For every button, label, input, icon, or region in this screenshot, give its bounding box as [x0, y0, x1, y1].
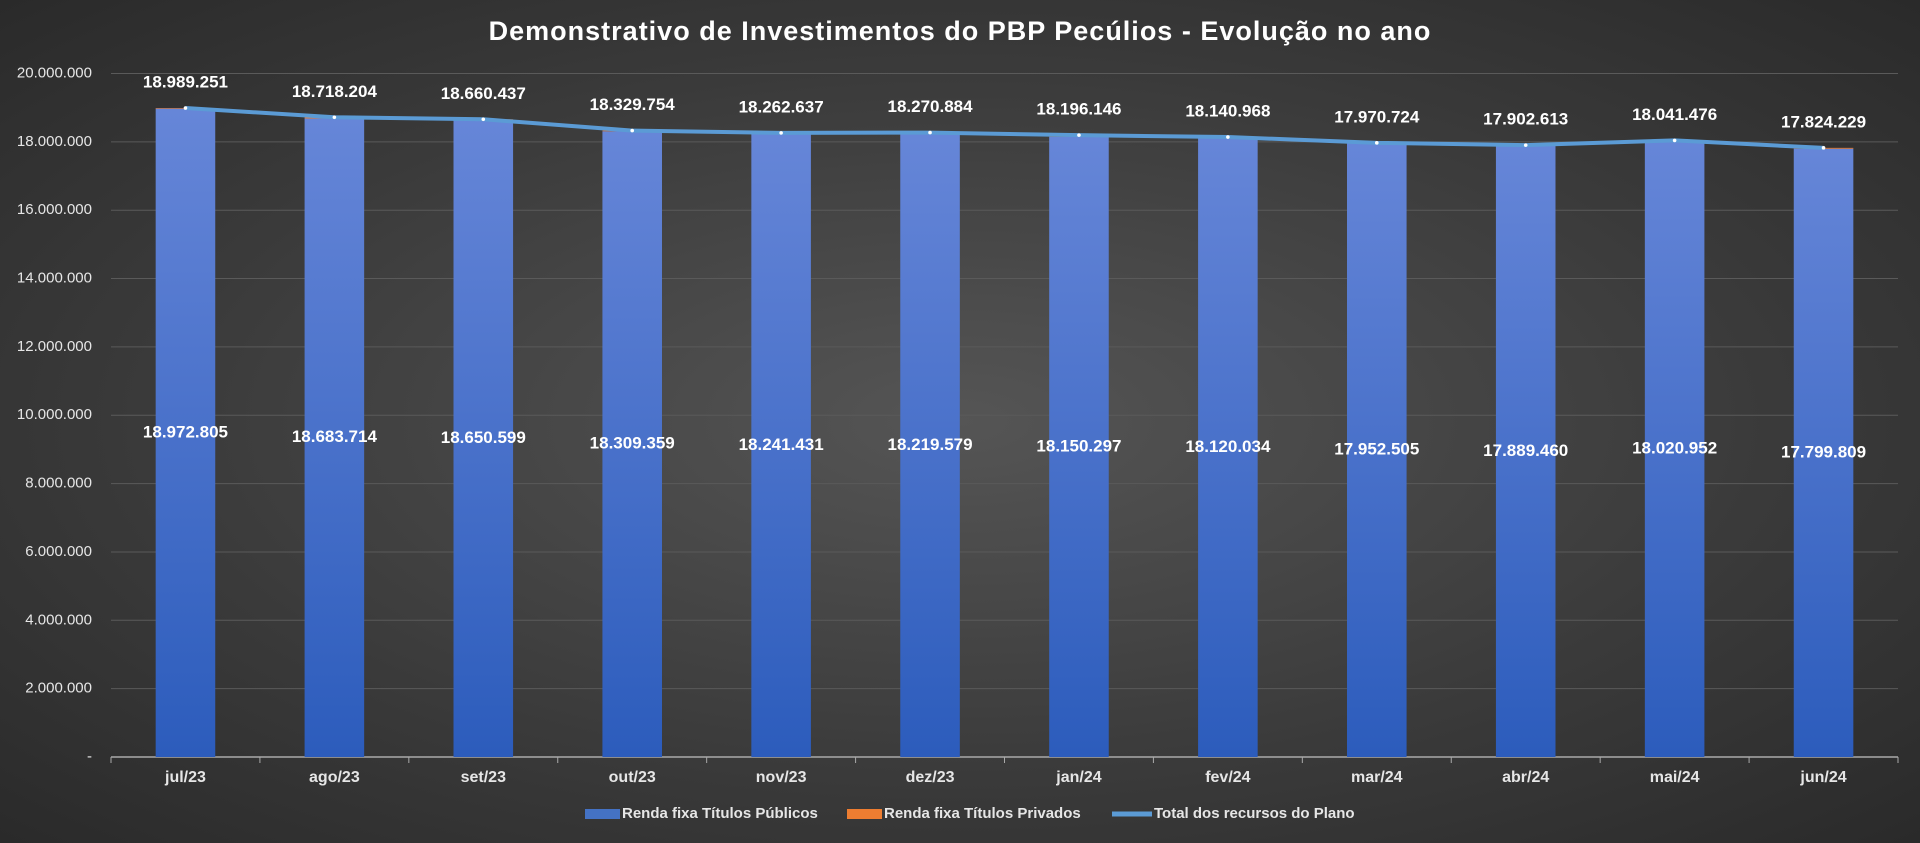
bar: [1198, 137, 1258, 758]
line-marker: [928, 130, 932, 135]
line-marker: [1672, 138, 1677, 143]
line-marker: [1077, 133, 1081, 137]
line-value-label: 18.329.754: [590, 95, 676, 114]
y-tick-label: 18.000.000: [17, 133, 92, 150]
line-marker: [1523, 143, 1528, 147]
bar: [304, 118, 365, 758]
y-tick-label: 20.000.000: [17, 64, 92, 81]
bar: [1049, 136, 1109, 757]
legend-swatch: [847, 809, 882, 819]
line-value-label: 17.970.724: [1334, 107, 1420, 126]
line-marker: [183, 106, 188, 110]
legend-label: Total dos recursos do Plano: [1154, 805, 1355, 822]
bar: [1495, 145, 1556, 758]
bar: [453, 119, 514, 757]
x-tick-label: fev/24: [1205, 769, 1250, 786]
x-tick-label: mar/24: [1351, 769, 1403, 786]
line-marker: [481, 117, 486, 122]
x-tick-label: jun/24: [1799, 769, 1846, 786]
y-tick-label: 2.000.000: [25, 680, 92, 697]
bar-value-label: 18.150.297: [1036, 436, 1121, 455]
x-tick-label: ago/23: [309, 769, 360, 786]
bar: [155, 108, 216, 758]
y-tick-label: 14.000.000: [17, 270, 92, 287]
x-tick-label: abr/24: [1502, 769, 1549, 786]
line-value-label: 18.196.146: [1036, 100, 1121, 119]
y-tick-label: 16.000.000: [17, 201, 92, 218]
line-marker: [779, 131, 783, 135]
line-value-label: 18.041.476: [1632, 105, 1717, 124]
chart-title: Demonstrativo de Investimentos do PBP Pe…: [489, 16, 1432, 46]
y-tick-label: 6.000.000: [25, 543, 92, 560]
line-marker: [1821, 146, 1826, 150]
line-marker: [332, 115, 337, 120]
y-tick-label: 10.000.000: [17, 406, 92, 423]
x-tick-label: set/23: [461, 769, 506, 786]
x-tick-label: jan/24: [1055, 769, 1101, 786]
bar-value-label: 18.650.599: [441, 428, 526, 447]
x-tick-label: jul/23: [164, 769, 206, 786]
y-tick-label: 8.000.000: [25, 475, 92, 492]
x-tick-label: out/23: [609, 769, 656, 786]
line-value-label: 17.824.229: [1781, 112, 1866, 131]
x-tick-label: nov/23: [756, 769, 807, 786]
line-marker: [1226, 135, 1230, 139]
bar: [1644, 141, 1705, 757]
line-marker: [630, 128, 635, 133]
line-value-label: 18.718.204: [292, 82, 378, 101]
bar-value-label: 18.309.359: [590, 434, 675, 453]
bar-value-label: 17.889.460: [1483, 441, 1568, 460]
y-tick-label: 4.000.000: [25, 611, 92, 628]
line-marker: [1374, 141, 1379, 145]
bar-value-label: 18.120.034: [1185, 437, 1271, 456]
bar-value-label: 18.241.431: [739, 435, 824, 454]
line-value-label: 18.660.437: [441, 84, 526, 103]
bar-value-label: 18.972.805: [143, 422, 228, 441]
legend-label: Renda fixa Títulos Públicos: [622, 805, 818, 822]
line: [185, 106, 1824, 150]
x-tick-label: mai/24: [1650, 769, 1700, 786]
bar-value-label: 18.020.952: [1632, 439, 1717, 458]
x-tick-label: dez/23: [906, 769, 955, 786]
bar: [1347, 143, 1407, 757]
legend-swatch: [585, 809, 620, 819]
y-tick-label: -: [87, 748, 92, 765]
line-value-label: 18.262.637: [739, 97, 824, 116]
bar: [602, 131, 662, 757]
bar-value-label: 17.799.809: [1781, 442, 1866, 461]
bar: [900, 134, 960, 757]
legend-label: Renda fixa Títulos Privados: [884, 805, 1081, 822]
bar: [751, 133, 811, 757]
bar-value-label: 17.952.505: [1334, 440, 1419, 459]
bar: [1793, 148, 1854, 757]
line-value-label: 18.989.251: [143, 73, 228, 92]
line-value-label: 17.902.613: [1483, 110, 1568, 129]
y-tick-label: 12.000.000: [17, 338, 92, 355]
line-value-label: 18.270.884: [887, 97, 973, 116]
bar-value-label: 18.219.579: [887, 435, 972, 454]
line-value-label: 18.140.968: [1185, 102, 1270, 121]
bar-value-label: 18.683.714: [292, 427, 378, 446]
